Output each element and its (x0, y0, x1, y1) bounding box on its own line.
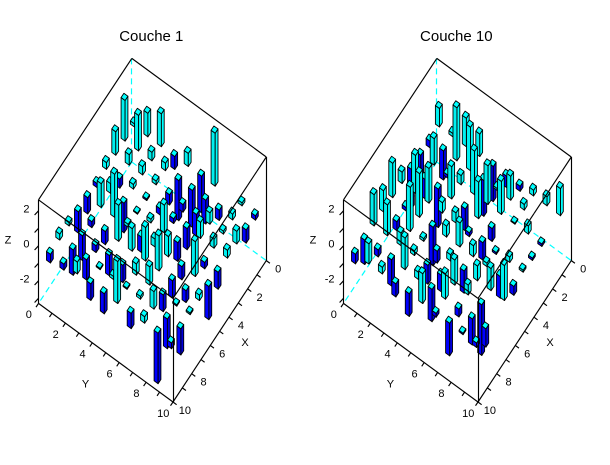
svg-text:Couche 10: Couche 10 (420, 28, 493, 45)
svg-text:4: 4 (543, 320, 549, 332)
svg-text:8: 8 (505, 377, 511, 389)
svg-text:6: 6 (411, 368, 417, 380)
svg-text:4: 4 (385, 349, 391, 361)
svg-text:X: X (546, 337, 554, 349)
svg-text:2: 2 (256, 292, 262, 304)
svg-text:Couche 1: Couche 1 (119, 28, 183, 45)
svg-text:10: 10 (179, 405, 191, 417)
svg-text:2: 2 (358, 329, 364, 341)
svg-text:4: 4 (80, 349, 86, 361)
svg-text:Z: Z (310, 235, 317, 247)
svg-text:2: 2 (53, 329, 59, 341)
svg-text:8: 8 (200, 377, 206, 389)
svg-text:10: 10 (484, 405, 496, 417)
svg-text:0: 0 (580, 264, 586, 276)
svg-text:Z: Z (5, 235, 12, 247)
svg-text:0: 0 (26, 309, 32, 321)
svg-text:2: 2 (23, 203, 29, 215)
svg-text:8: 8 (438, 388, 444, 400)
svg-text:10: 10 (462, 408, 474, 420)
svg-text:X: X (241, 337, 249, 349)
svg-text:6: 6 (219, 348, 225, 360)
svg-text:0: 0 (23, 238, 29, 250)
svg-text:Y: Y (82, 379, 90, 391)
svg-text:0: 0 (331, 309, 337, 321)
svg-text:6: 6 (524, 348, 530, 360)
svg-text:8: 8 (133, 388, 139, 400)
svg-text:-2: -2 (325, 273, 335, 285)
svg-text:4: 4 (238, 320, 244, 332)
svg-text:-2: -2 (20, 273, 30, 285)
svg-text:0: 0 (275, 264, 281, 276)
svg-text:Y: Y (387, 379, 395, 391)
svg-text:2: 2 (328, 203, 334, 215)
svg-text:2: 2 (561, 292, 567, 304)
svg-text:0: 0 (328, 238, 334, 250)
svg-text:10: 10 (157, 408, 169, 420)
svg-text:6: 6 (106, 368, 112, 380)
